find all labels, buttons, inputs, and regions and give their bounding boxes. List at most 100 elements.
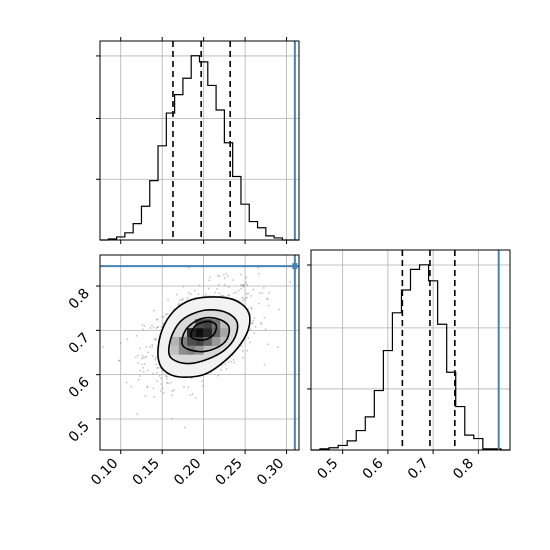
joint-scatter-point bbox=[181, 299, 183, 301]
joint-scatter-point bbox=[247, 337, 250, 339]
joint-scatter-point bbox=[145, 355, 148, 358]
joint-scatter-point bbox=[216, 287, 219, 290]
joint-scatter-point bbox=[177, 304, 180, 306]
joint-contour-mid bbox=[167, 308, 239, 365]
joint-scatter-point bbox=[154, 356, 157, 359]
p0-axes-frame bbox=[99, 40, 300, 241]
joint-scatter-point bbox=[218, 292, 221, 295]
p1-x-tick-label-3: 0.8 bbox=[450, 456, 477, 483]
joint-panel-p0-p1: 0.10 0.15 0.20 0.25 0.30 0.5 0.6 0.7 0.8 bbox=[66, 254, 300, 489]
joint-axes-frame bbox=[99, 254, 300, 451]
joint-scatter-point bbox=[209, 276, 211, 279]
joint-scatter-point bbox=[151, 355, 154, 357]
joint-scatter-point bbox=[202, 384, 204, 387]
joint-density-cell bbox=[178, 345, 188, 355]
joint-scatter-point bbox=[157, 366, 160, 369]
joint-scatter-point bbox=[241, 299, 244, 302]
joint-scatter-point bbox=[136, 412, 139, 415]
joint-scatter-point bbox=[166, 381, 169, 384]
joint-scatter-point bbox=[207, 279, 210, 282]
joint-x-tick-label-4: 0.30 bbox=[254, 456, 287, 489]
joint-truth-marker bbox=[292, 263, 298, 270]
joint-scatter-point bbox=[141, 354, 144, 357]
joint-scatter-point bbox=[289, 281, 292, 283]
joint-scatter-point bbox=[143, 325, 146, 327]
joint-scatter-point bbox=[167, 298, 169, 301]
joint-scatter-point bbox=[242, 297, 245, 300]
joint-scatter-point bbox=[223, 274, 225, 276]
joint-scatter-point bbox=[197, 293, 200, 296]
joint-scatter-point bbox=[183, 385, 185, 388]
joint-scatter-point bbox=[245, 292, 248, 295]
joint-scatter-point bbox=[125, 381, 128, 384]
joint-scatter-point bbox=[130, 385, 133, 388]
histogram-panel-p1: 0.5 0.6 0.7 0.8 bbox=[307, 249, 511, 483]
joint-scatter-point bbox=[227, 286, 230, 288]
joint-scatter-point bbox=[142, 370, 145, 373]
joint-contour-core bbox=[190, 320, 218, 341]
joint-scatter-point bbox=[157, 325, 159, 328]
joint-scatter-point bbox=[245, 281, 248, 284]
joint-scatter-point bbox=[184, 426, 186, 429]
joint-scatter-point bbox=[253, 332, 256, 335]
joint-scatter-point bbox=[220, 294, 223, 297]
joint-scatter-point bbox=[179, 299, 181, 302]
joint-scatter-point bbox=[257, 266, 260, 269]
joint-scatter-point bbox=[153, 309, 155, 312]
joint-scatter-point bbox=[142, 367, 145, 369]
joint-density-cell bbox=[195, 345, 204, 355]
joint-scatter-point bbox=[118, 359, 120, 362]
joint-scatter-point bbox=[165, 313, 167, 316]
p1-x-tick-label-2: 0.7 bbox=[405, 456, 432, 483]
joint-scatter-point bbox=[228, 361, 230, 364]
joint-scatter-point bbox=[136, 354, 139, 357]
joint-density-cell bbox=[195, 336, 204, 346]
joint-scatter-point bbox=[135, 334, 138, 337]
joint-scatter-point bbox=[227, 294, 230, 297]
joint-scatter-point bbox=[225, 368, 228, 370]
joint-scatter-point bbox=[257, 302, 260, 305]
joint-scatter-point bbox=[169, 381, 172, 384]
joint-scatter-point bbox=[224, 363, 227, 366]
joint-scatter-point bbox=[277, 346, 279, 349]
joint-scatter-point bbox=[155, 363, 158, 366]
joint-scatter-point bbox=[145, 345, 148, 348]
joint-scatter-point bbox=[138, 375, 141, 377]
joint-scatter-point bbox=[244, 297, 247, 300]
joint-x-tick-label-1: 0.15 bbox=[130, 456, 163, 489]
joint-scatter-point bbox=[141, 363, 144, 366]
joint-scatter-point bbox=[252, 322, 254, 325]
joint-scatter-point bbox=[218, 275, 221, 278]
joint-scatter-point bbox=[242, 285, 245, 288]
joint-density-cell bbox=[170, 345, 179, 355]
joint-scatter-point bbox=[155, 337, 157, 340]
joint-scatter-point bbox=[246, 296, 248, 299]
joint-scatter-point bbox=[240, 345, 243, 348]
joint-scatter-point bbox=[253, 317, 256, 319]
joint-scatter-point bbox=[266, 298, 269, 301]
p1-x-tick-label-1: 0.6 bbox=[360, 455, 387, 482]
joint-scatter-point bbox=[186, 297, 189, 300]
joint-scatter-point bbox=[241, 296, 244, 299]
joint-scatter-point bbox=[194, 396, 197, 399]
joint-scatter-point bbox=[162, 392, 165, 394]
joint-scatter-point bbox=[237, 289, 240, 292]
joint-scatter-point bbox=[146, 385, 149, 388]
joint-scatter-point bbox=[160, 377, 162, 380]
joint-density-cell bbox=[187, 336, 196, 346]
joint-scatter-point bbox=[250, 306, 252, 309]
joint-scatter-point bbox=[159, 389, 162, 392]
joint-scatter-point bbox=[119, 342, 122, 345]
histogram-panel-p0 bbox=[96, 37, 300, 244]
joint-scatter-point bbox=[242, 356, 244, 359]
joint-scatter-point bbox=[155, 318, 158, 321]
joint-density-cell bbox=[178, 336, 188, 346]
joint-scatter-point bbox=[247, 292, 250, 295]
joint-scatter-point bbox=[263, 363, 266, 366]
p1-axes-frame bbox=[310, 249, 511, 451]
joint-scatter-point bbox=[156, 380, 158, 383]
joint-scatter-point bbox=[226, 275, 229, 277]
joint-scatter-point bbox=[151, 343, 154, 346]
joint-scatter-point bbox=[231, 279, 234, 281]
joint-scatter-point bbox=[143, 363, 146, 366]
